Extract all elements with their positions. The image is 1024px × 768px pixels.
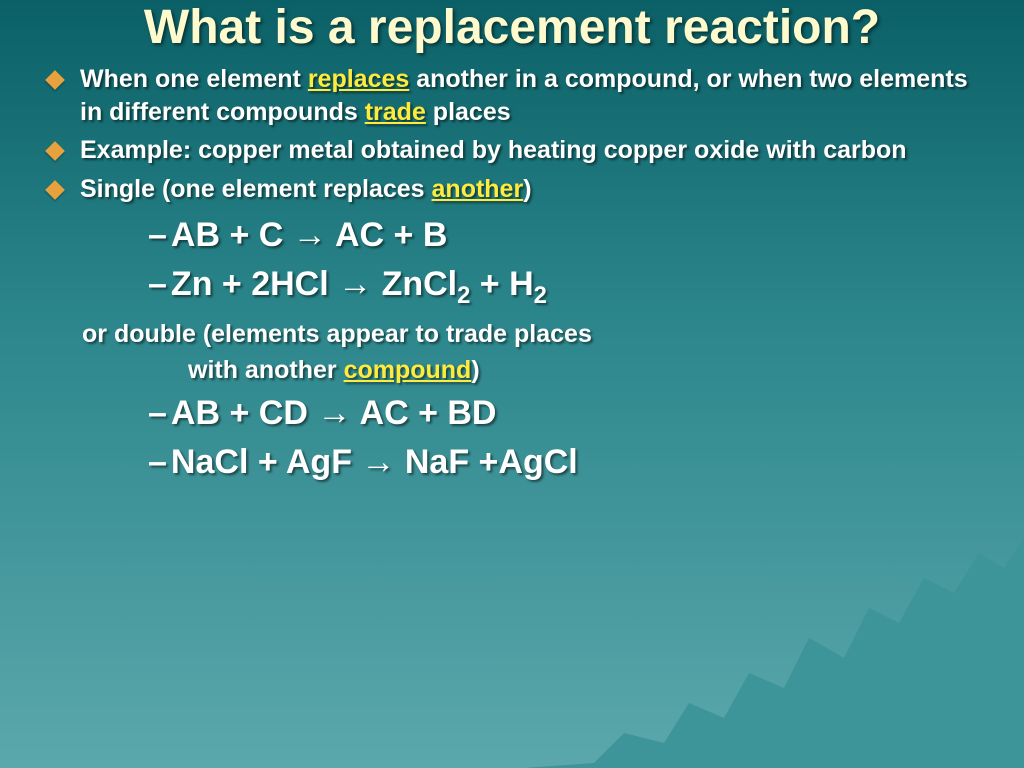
bullet-3-text: Single (one element replaces another) [80, 173, 532, 206]
bullet-2-text: Example: copper metal obtained by heatin… [80, 134, 907, 167]
highlight-compound: compound [344, 356, 472, 384]
bullet-1: When one element replaces another in a c… [48, 63, 976, 128]
highlight-another: another [432, 175, 524, 203]
formula-single-generic: –AB + C → AC + B [148, 211, 976, 260]
slide-title: What is a replacement reaction? [0, 0, 1024, 63]
slide-content: When one element replaces another in a c… [0, 63, 1024, 487]
bullet-1-text: When one element replaces another in a c… [80, 63, 976, 128]
bullet-2: Example: copper metal obtained by heatin… [48, 134, 976, 167]
plain-line-1: or double (elements appear to trade plac… [82, 318, 976, 351]
highlight-trade: trade [365, 98, 426, 126]
diamond-icon [45, 70, 65, 90]
diamond-icon [45, 141, 65, 161]
formula-double-generic: –AB + CD → AC + BD [148, 389, 976, 438]
mountain-decoration [524, 538, 1024, 768]
bullet-3: Single (one element replaces another) [48, 173, 976, 206]
diamond-icon [45, 180, 65, 200]
plain-line-2: with another compound) [188, 354, 976, 387]
formula-double-example: –NaCl + AgF → NaF +AgCl [148, 438, 976, 487]
formula-single-example: –Zn + 2HCl → ZnCl2 + H2 [148, 260, 976, 313]
highlight-replaces: replaces [308, 65, 409, 93]
